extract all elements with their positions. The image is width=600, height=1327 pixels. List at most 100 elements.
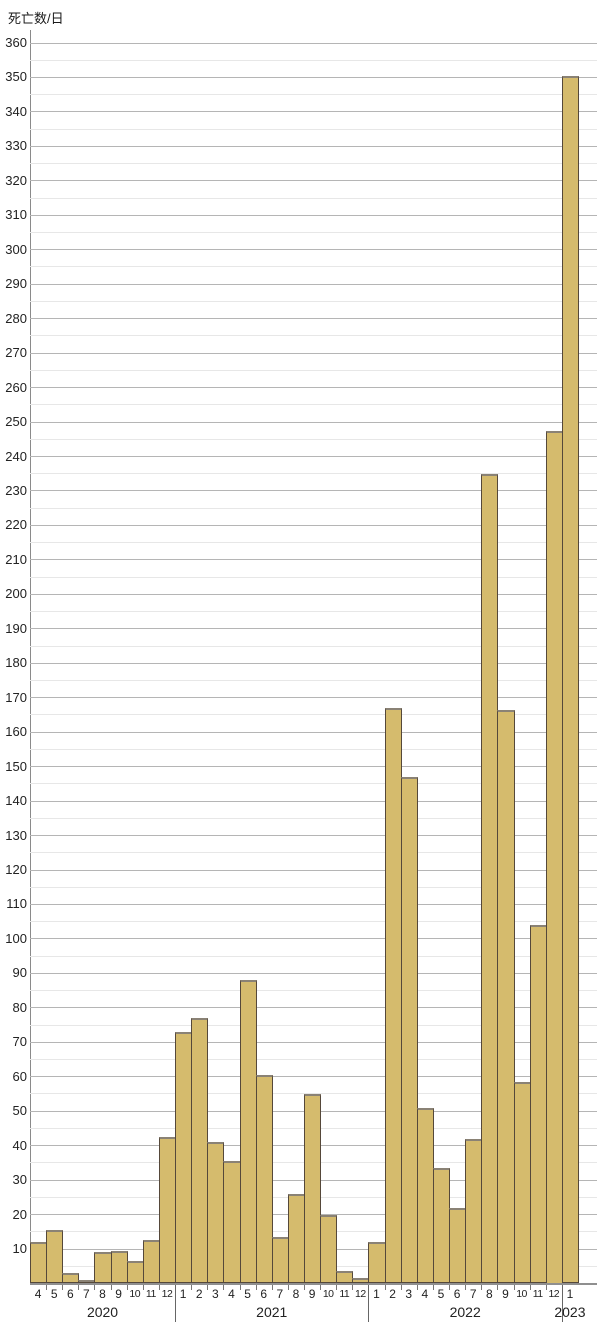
- y-tick-label: 60: [12, 1068, 27, 1084]
- month-tick: [320, 1285, 322, 1290]
- month-tick: [287, 1285, 289, 1290]
- y-tick-label: 100: [5, 930, 27, 946]
- month-label-2022-3: 3: [405, 1287, 413, 1301]
- bar-2020-12: [158, 1137, 177, 1284]
- y-tick-label: 120: [5, 862, 27, 877]
- gridline-major: [30, 42, 597, 44]
- month-label-2021-2: 2: [195, 1287, 203, 1301]
- y-tick-label: 300: [5, 241, 27, 257]
- gridline-major: [30, 318, 597, 320]
- y-tick-label: 260: [5, 379, 27, 395]
- month-tick: [497, 1285, 499, 1290]
- year-separator: [175, 1285, 177, 1322]
- bar-2022-10: [513, 1081, 531, 1284]
- gridline-minor: [30, 232, 597, 234]
- y-tick-label: 190: [5, 620, 27, 636]
- month-label-2022-5: 5: [437, 1287, 445, 1301]
- month-label-2020-5: 5: [50, 1287, 58, 1301]
- month-label-2020-4: 4: [34, 1287, 42, 1301]
- bar-2021-6: [255, 1075, 273, 1284]
- bar-2022-1: [368, 1242, 386, 1284]
- bar-2022-7: [465, 1138, 483, 1284]
- month-label-2020-7: 7: [83, 1287, 90, 1301]
- gridline-major: [30, 180, 597, 182]
- gridline-minor: [30, 128, 597, 130]
- month-label-2022-6: 6: [453, 1287, 461, 1301]
- gridline-major: [30, 972, 597, 974]
- gridline-major: [30, 869, 597, 871]
- y-tick-label: 140: [5, 793, 27, 809]
- month-tick: [191, 1285, 193, 1290]
- month-label-2021-7: 7: [276, 1287, 284, 1301]
- month-label-2021-5: 5: [244, 1287, 251, 1301]
- month-tick: [465, 1285, 467, 1290]
- y-tick-label: 110: [6, 896, 27, 912]
- gridline-major: [30, 387, 597, 389]
- month-label-2021-8: 8: [292, 1287, 300, 1301]
- month-label-2021-4: 4: [228, 1287, 235, 1301]
- gridline-major: [30, 1041, 597, 1043]
- month-label-2021-9: 9: [308, 1287, 316, 1301]
- bar-2023-1: [561, 75, 579, 1284]
- month-tick: [207, 1285, 209, 1290]
- gridline-minor: [30, 197, 597, 199]
- year-separator: [561, 1285, 563, 1322]
- month-label-2021-1: 1: [179, 1287, 187, 1301]
- bar-2020-10: [126, 1261, 144, 1284]
- month-label-2022-2: 2: [389, 1287, 396, 1301]
- y-tick-label: 180: [5, 655, 27, 671]
- month-label-2020-12: 12: [161, 1288, 173, 1300]
- month-label-2021-3: 3: [211, 1287, 219, 1301]
- gridline-minor: [30, 404, 597, 406]
- y-axis-line: [30, 30, 31, 1284]
- month-label-2020-9: 9: [115, 1287, 122, 1301]
- y-tick-label: 130: [5, 827, 27, 843]
- y-tick-label: 240: [5, 448, 27, 464]
- y-tick-label: 220: [5, 517, 27, 533]
- gridline-major: [30, 76, 597, 78]
- gridline-minor: [30, 1024, 597, 1026]
- month-tick: [62, 1285, 64, 1290]
- y-tick-label: 200: [5, 586, 27, 602]
- month-tick: [78, 1285, 80, 1290]
- gridline-minor: [30, 783, 597, 785]
- gridline-minor: [30, 163, 597, 165]
- gridline-minor: [30, 300, 597, 302]
- gridline-major: [30, 1007, 597, 1009]
- year-label-2022: 2022: [449, 1304, 481, 1320]
- month-label-2022-8: 8: [485, 1287, 493, 1301]
- month-tick: [513, 1285, 515, 1290]
- bar-2020-5: [46, 1230, 64, 1284]
- gridline-major: [30, 111, 597, 113]
- y-tick-label: 150: [5, 758, 27, 774]
- year-label-2021: 2021: [256, 1304, 288, 1320]
- month-label-2022-10: 10: [516, 1288, 527, 1300]
- month-label-2020-6: 6: [66, 1287, 74, 1301]
- month-tick: [126, 1285, 128, 1290]
- gridline-major: [30, 283, 597, 285]
- bar-2021-8: [287, 1193, 305, 1284]
- month-label-2021-6: 6: [260, 1287, 268, 1301]
- month-label-2020-11: 11: [145, 1288, 156, 1300]
- bar-2020-11: [142, 1240, 160, 1284]
- gridline-major: [30, 490, 597, 492]
- gridline-minor: [30, 94, 597, 96]
- gridline-minor: [30, 335, 597, 337]
- month-label-2021-10: 10: [322, 1288, 334, 1300]
- y-tick-label: 230: [5, 482, 27, 498]
- bar-2021-7: [271, 1236, 289, 1284]
- month-tick: [449, 1285, 451, 1290]
- y-tick-label: 320: [5, 172, 27, 188]
- y-tick-label: 90: [12, 965, 27, 981]
- y-tick-label: 310: [5, 207, 27, 223]
- month-label-2020-8: 8: [99, 1287, 106, 1301]
- gridline-minor: [30, 369, 597, 371]
- gridline-major: [30, 249, 597, 251]
- month-tick: [432, 1285, 434, 1290]
- month-tick: [223, 1285, 225, 1290]
- year-label-2023: 2023: [554, 1304, 586, 1320]
- gridline-minor: [30, 266, 597, 268]
- month-label-2021-11: 11: [339, 1288, 350, 1300]
- gridline-minor: [30, 576, 597, 578]
- month-tick: [255, 1285, 257, 1290]
